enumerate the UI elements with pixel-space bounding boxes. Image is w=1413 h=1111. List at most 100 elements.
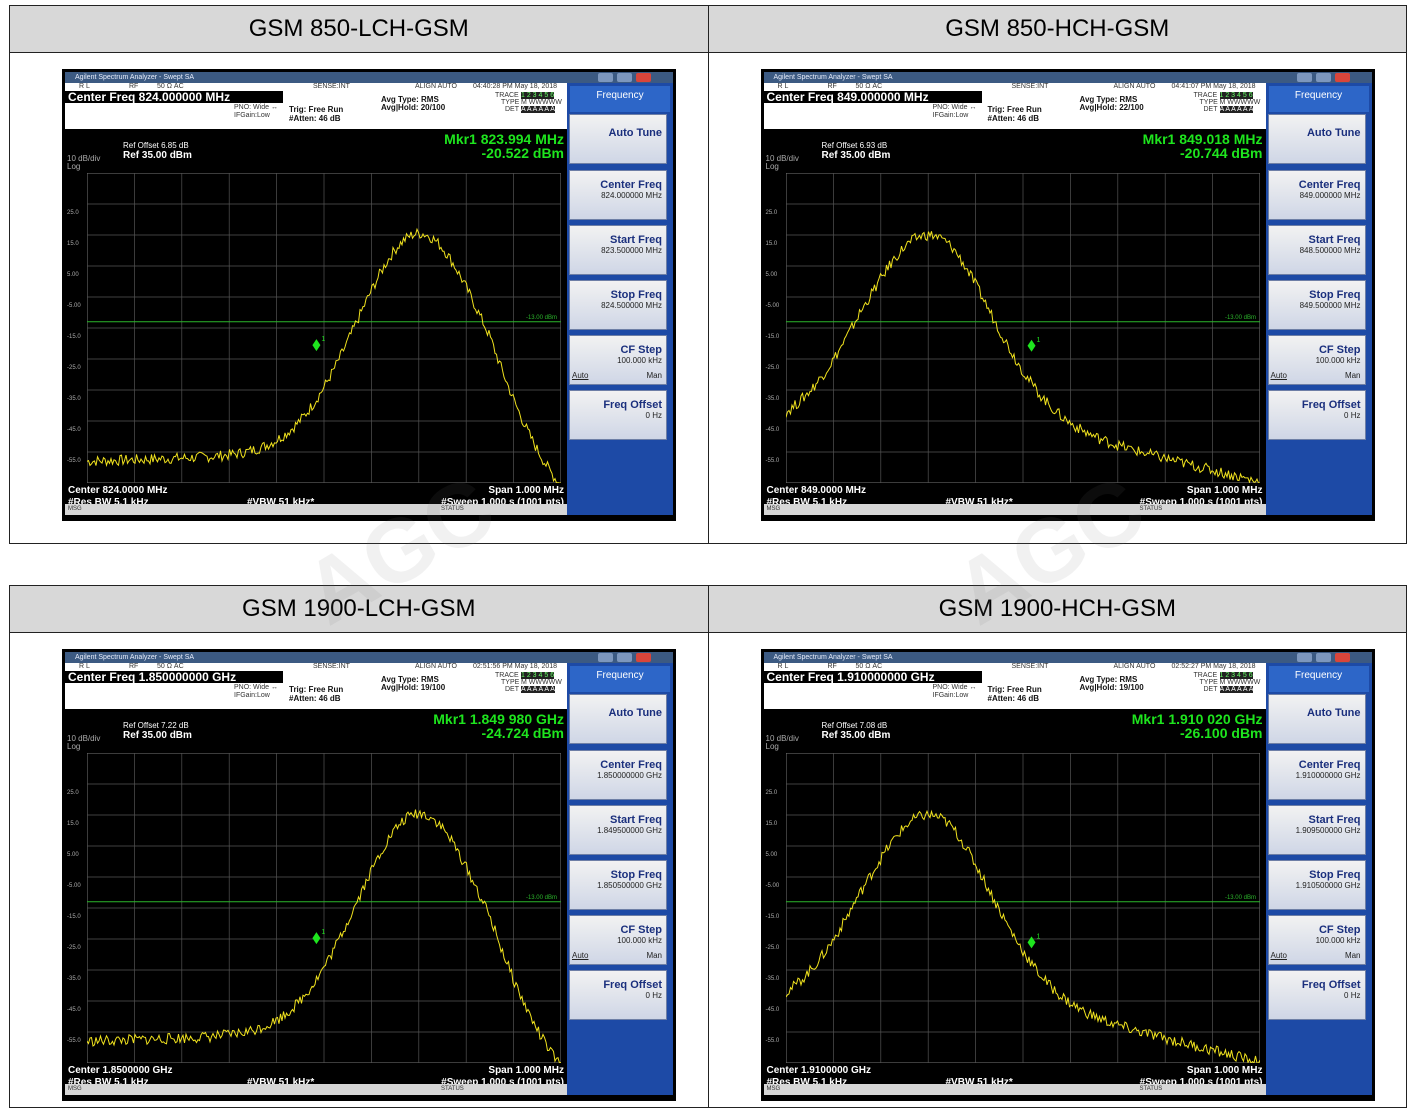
marker-diamond[interactable] [1027, 936, 1036, 949]
minimize-button[interactable] [1296, 73, 1312, 82]
marker-diamond[interactable] [312, 339, 321, 352]
auto-tune-softkey[interactable]: Auto Tune [569, 694, 667, 744]
freq-offset-softkey[interactable]: Freq Offset 0 Hz [569, 390, 667, 440]
minimize-button[interactable] [1296, 653, 1312, 662]
sense-label: SENSE:INT [313, 663, 350, 670]
res-bw-footer: #Res BW 5.1 kHz [68, 1077, 149, 1088]
impedance-label: 50 Ω AC [855, 663, 883, 670]
center-freq-readout: Center Freq 1.910000000 GHz [763, 671, 982, 683]
softkey-value: 1.910000000 GHz [1295, 771, 1361, 780]
auto-option[interactable]: Auto [572, 951, 589, 960]
stop-freq-softkey[interactable]: Stop Freq 849.500000 MHz [1267, 280, 1366, 330]
close-button[interactable] [636, 653, 651, 662]
spectrum-plot: -13.00 dBm 1 [785, 173, 1260, 483]
y-tick-label: 5.00 [67, 272, 79, 278]
start-freq-softkey[interactable]: Start Freq 1.909500000 GHz [1267, 805, 1366, 855]
center-freq-softkey[interactable]: Center Freq 824.000000 MHz [569, 170, 667, 220]
ifgain-label: IFGain:Low [234, 112, 270, 119]
status-bar: MSG STATUS [65, 1084, 673, 1095]
rf-label: RF [129, 663, 139, 670]
stop-freq-softkey[interactable]: Stop Freq 1.910500000 GHz [1267, 860, 1366, 910]
auto-option[interactable]: Auto [1270, 371, 1287, 380]
man-option[interactable]: Man [646, 951, 662, 960]
stop-freq-softkey[interactable]: Stop Freq 1.850500000 GHz [569, 860, 667, 910]
scale-div: 10 dB/div [765, 154, 799, 163]
rf-label: RF [827, 83, 837, 90]
center-freq-readout: Center Freq 1.850000000 GHz [65, 671, 283, 683]
marker-level: -24.724 dBm [481, 725, 564, 741]
plot-area: Ref Offset 7.22 dB 10 dB/div Log Ref 35.… [65, 709, 567, 1095]
trace-numbers: 1 2 3 4 5 6 [521, 672, 555, 679]
center-frequency-footer: Center 1.9100000 GHz [766, 1065, 872, 1076]
softkey-value: 824.500000 MHz [601, 301, 662, 310]
auto-tune-softkey[interactable]: Auto Tune [1267, 694, 1366, 744]
freq-offset-softkey[interactable]: Freq Offset 0 Hz [569, 970, 667, 1020]
softkey-value: 0 Hz [645, 991, 662, 1000]
man-option[interactable]: Man [1344, 951, 1361, 960]
center-freq-softkey[interactable]: Center Freq 1.910000000 GHz [1267, 750, 1366, 800]
maximize-button[interactable] [617, 73, 632, 82]
close-button[interactable] [1334, 73, 1350, 82]
type-values: M WWWWW [521, 99, 562, 106]
center-freq-softkey[interactable]: Center Freq 1.850000000 GHz [569, 750, 667, 800]
msg-label: MSG [68, 506, 82, 512]
maximize-button[interactable] [1315, 653, 1331, 662]
man-option[interactable]: Man [1344, 371, 1361, 380]
det-values: A A A A A A [1219, 106, 1254, 113]
cf-step-softkey[interactable]: CF Step 100.000 kHz Auto Man [1267, 335, 1366, 385]
y-tick-label: 25.0 [765, 790, 778, 796]
cell-title: GSM 1900-LCH-GSM [10, 586, 708, 632]
softkey-label: Start Freq [1308, 814, 1361, 826]
panel-title: Frequency [1268, 666, 1369, 692]
softkey-value: 1.850000000 GHz [597, 771, 662, 780]
start-freq-softkey[interactable]: Start Freq 823.500000 MHz [569, 225, 667, 275]
y-tick-label: -25.0 [765, 945, 780, 951]
start-freq-softkey[interactable]: Start Freq 1.849500000 GHz [569, 805, 667, 855]
maximize-button[interactable] [1315, 73, 1331, 82]
span-footer: Span 1.000 MHz [488, 1065, 564, 1076]
pno-label: PNO: Wide ↔ [234, 684, 278, 691]
center-freq-softkey[interactable]: Center Freq 849.000000 MHz [1267, 170, 1366, 220]
frequency-softkey-panel: Frequency Auto Tune Center Freq 1.8500000… [567, 663, 673, 1095]
ref-offset: Ref Offset 7.08 dB [821, 721, 888, 730]
cell-title: GSM 850-HCH-GSM [708, 6, 1406, 52]
minimize-button[interactable] [598, 653, 613, 662]
softkey-value: 1.910500000 GHz [1295, 881, 1361, 890]
softkey-value: 100.000 kHz [1315, 936, 1361, 945]
marker-number: 1 [1036, 933, 1040, 940]
minimize-button[interactable] [598, 73, 613, 82]
y-tick-label: -45.0 [765, 427, 780, 433]
softkey-value: 1.849500000 GHz [597, 826, 662, 835]
trace-line [87, 227, 561, 483]
softkey-value: 100.000 kHz [617, 356, 662, 365]
spectrum-plot: -13.00 dBm 1 [87, 173, 561, 483]
softkey-label: Auto Tune [1306, 127, 1361, 139]
close-button[interactable] [1334, 653, 1350, 662]
start-freq-softkey[interactable]: Start Freq 848.500000 MHz [1267, 225, 1366, 275]
stop-freq-softkey[interactable]: Stop Freq 824.500000 MHz [569, 280, 667, 330]
y-tick-label: -55.0 [765, 458, 780, 464]
softkey-label: Start Freq [610, 234, 662, 246]
cf-step-softkey[interactable]: CF Step 100.000 kHz Auto Man [569, 335, 667, 385]
y-tick-label: -25.0 [67, 365, 81, 371]
auto-tune-softkey[interactable]: Auto Tune [569, 114, 667, 164]
y-tick-label: 25.0 [67, 790, 79, 796]
freq-offset-softkey[interactable]: Freq Offset 0 Hz [1267, 970, 1366, 1020]
freq-offset-softkey[interactable]: Freq Offset 0 Hz [1267, 390, 1366, 440]
type-label: TYPE [501, 99, 520, 106]
auto-option[interactable]: Auto [1270, 951, 1287, 960]
marker-diamond[interactable] [312, 932, 321, 945]
auto-option[interactable]: Auto [572, 371, 589, 380]
maximize-button[interactable] [617, 653, 632, 662]
scale-div: 10 dB/div [67, 154, 101, 163]
frequency-softkey-panel: Frequency Auto Tune Center Freq 1.9100000… [1265, 663, 1372, 1095]
trace-numbers: 1 2 3 4 5 6 [1219, 672, 1253, 679]
scale-log: Log [67, 162, 81, 171]
man-option[interactable]: Man [646, 371, 662, 380]
marker-diamond[interactable] [1027, 339, 1036, 352]
close-button[interactable] [636, 73, 651, 82]
cf-step-softkey[interactable]: CF Step 100.000 kHz Auto Man [569, 915, 667, 965]
softkey-label: Stop Freq [1309, 869, 1361, 881]
cf-step-softkey[interactable]: CF Step 100.000 kHz Auto Man [1267, 915, 1366, 965]
auto-tune-softkey[interactable]: Auto Tune [1267, 114, 1366, 164]
